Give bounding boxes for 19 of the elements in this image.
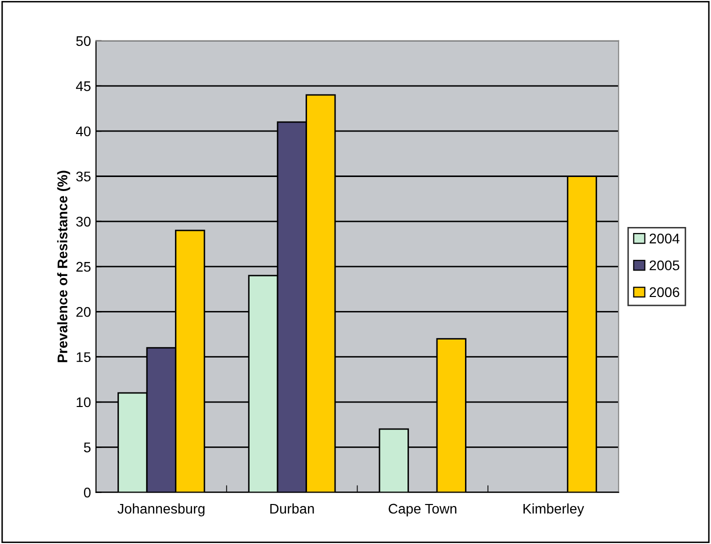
y-tick-label: 25 <box>76 262 91 272</box>
y-tick-label: 35 <box>76 172 91 182</box>
y-tick-label: 10 <box>76 397 91 408</box>
x-tick-label: Kimberley <box>524 503 584 516</box>
y-tick-label: 0 <box>84 488 91 498</box>
y-axis-title: Prevalence of Resistance (%) <box>57 170 70 362</box>
legend-label: 2004 <box>650 234 680 244</box>
y-tick-label: 50 <box>76 36 91 46</box>
y-tick-label: 45 <box>76 81 91 92</box>
legend-label: 2006 <box>650 287 680 298</box>
legend-label: 2005 <box>650 260 680 270</box>
y-tick-label: 40 <box>76 126 91 136</box>
x-tick-label: Durban <box>270 503 314 514</box>
y-tick-label: 15 <box>76 352 91 362</box>
x-tick-label: Cape Town <box>388 504 456 516</box>
x-tick-label: Johannesburg <box>118 503 204 516</box>
y-tick-label: 5 <box>84 442 91 452</box>
y-tick-label: 30 <box>76 216 91 227</box>
y-tick-label: 20 <box>76 307 91 317</box>
